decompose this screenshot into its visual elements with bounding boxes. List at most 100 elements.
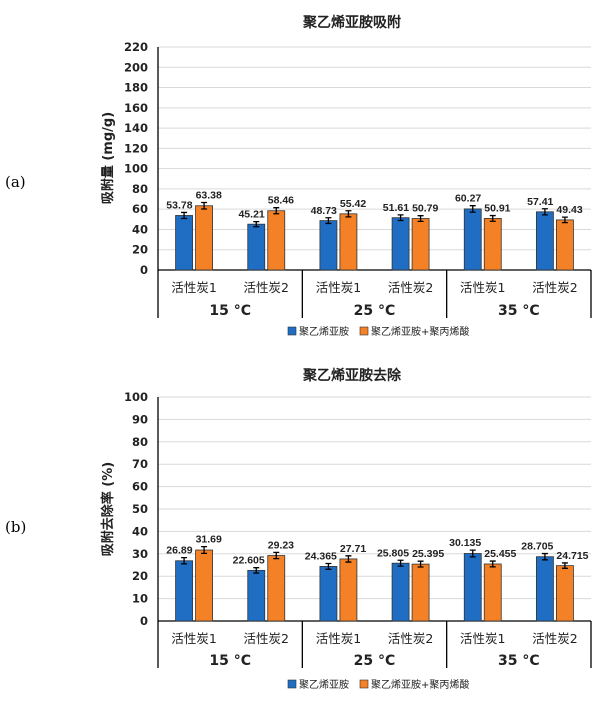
data-label: 45.21 [238,209,264,221]
bar-series2 [267,555,286,622]
error-bar [469,549,476,558]
y-tick-label: 70 [132,457,148,471]
legend-swatch [359,326,369,336]
error-bar [541,208,548,216]
data-label: 31.69 [196,534,222,546]
panel-label: (b) [5,518,26,536]
category-label: 活性炭2 [388,631,433,646]
bar-series2 [483,563,502,622]
y-tick-label: 0 [140,263,148,277]
legend-label: 聚乙烯亚胺 [299,325,349,338]
panel-label: (a) [5,173,26,191]
bar-series2 [267,210,286,271]
bar-series1 [319,566,338,622]
group-label: 25 °C [354,653,396,669]
legend-label: 聚乙烯亚胺+聚丙烯酸 [371,678,469,691]
y-tick-label: 60 [132,202,148,216]
legend-label: 聚乙烯亚胺+聚丙烯酸 [371,325,469,338]
error-bar [181,556,188,565]
data-label: 28.705 [521,541,553,553]
y-tick-label: 0 [140,614,148,628]
data-label: 24.365 [305,551,337,563]
bar-series1 [536,556,554,622]
bar-series1 [247,223,266,271]
y-tick-label: 140 [124,121,148,135]
category-label: 活性炭2 [244,631,289,646]
y-tick-label: 100 [124,390,148,404]
bar-series1 [175,560,193,622]
chart-title: 聚乙烯亚胺去除 [302,367,402,384]
data-label: 25.395 [412,548,444,560]
error-bar [273,551,280,560]
data-label: 27.71 [340,543,366,555]
error-bar [325,217,332,225]
y-tick-label: 30 [132,547,148,561]
error-bar [181,211,188,220]
bar-series1 [463,208,482,271]
category-label: 活性炭2 [532,631,577,646]
y-tick-label: 120 [124,141,148,155]
group-label: 35 °C [498,653,540,669]
data-label: 57.41 [527,196,553,208]
data-label: 53.78 [166,199,192,211]
data-label: 51.61 [383,202,409,214]
category-label: 活性炭2 [532,280,577,295]
error-bar [273,207,280,215]
legend-swatch [287,326,297,336]
error-bar [541,552,548,561]
y-axis-label: 吸附量 (mg/g) [100,112,116,204]
category-label: 活性炭1 [316,631,361,646]
error-bar [417,215,424,223]
data-label: 58.46 [268,195,294,207]
error-bar [345,555,352,563]
y-tick-label: 50 [132,502,148,516]
y-tick-label: 60 [132,480,148,494]
error-bar [253,220,260,228]
category-label: 活性炭1 [316,280,361,295]
y-tick-label: 80 [132,435,148,449]
error-bar [345,210,352,218]
error-bar [417,560,424,568]
bar-series2 [556,219,574,271]
error-bar [561,562,568,569]
bar-series2 [195,205,213,271]
data-label: 60.27 [455,193,481,205]
chart-title: 聚乙烯亚胺吸附 [302,14,401,31]
y-tick-label: 20 [132,569,148,583]
data-label: 55.42 [340,198,366,210]
group-label: 35 °C [498,303,540,319]
category-label: 活性炭2 [244,280,289,295]
legend: 聚乙烯亚胺 聚乙烯亚胺+聚丙烯酸 [287,325,469,338]
legend: 聚乙烯亚胺 聚乙烯亚胺+聚丙烯酸 [287,678,469,691]
error-bar [397,559,404,567]
bar-series2 [339,558,358,622]
group-label: 15 °C [209,653,251,669]
data-label: 25.805 [377,547,409,559]
y-tick-label: 200 [124,60,148,74]
y-axis-label: 吸附去除率 (%) [100,462,116,556]
y-tick-label: 80 [132,182,148,196]
data-label: 49.43 [556,204,582,216]
y-tick-label: 160 [124,101,148,115]
legend-swatch [287,679,297,689]
error-bar [489,214,496,222]
bar-series2 [339,213,358,271]
y-tick-label: 180 [124,81,148,95]
y-tick-label: 10 [132,592,148,606]
error-bar [489,560,496,568]
y-tick-label: 220 [124,40,148,54]
category-label: 活性炭1 [171,280,216,295]
y-tick-label: 40 [132,524,148,538]
error-bar [561,216,568,224]
legend-swatch [359,679,369,689]
bar-series2 [411,218,430,271]
bar-series1 [175,215,193,271]
data-label: 50.91 [484,203,510,215]
data-label: 30.135 [449,537,481,549]
bar-series1 [319,220,338,271]
y-tick-label: 40 [132,222,148,236]
data-label: 48.73 [311,205,337,217]
